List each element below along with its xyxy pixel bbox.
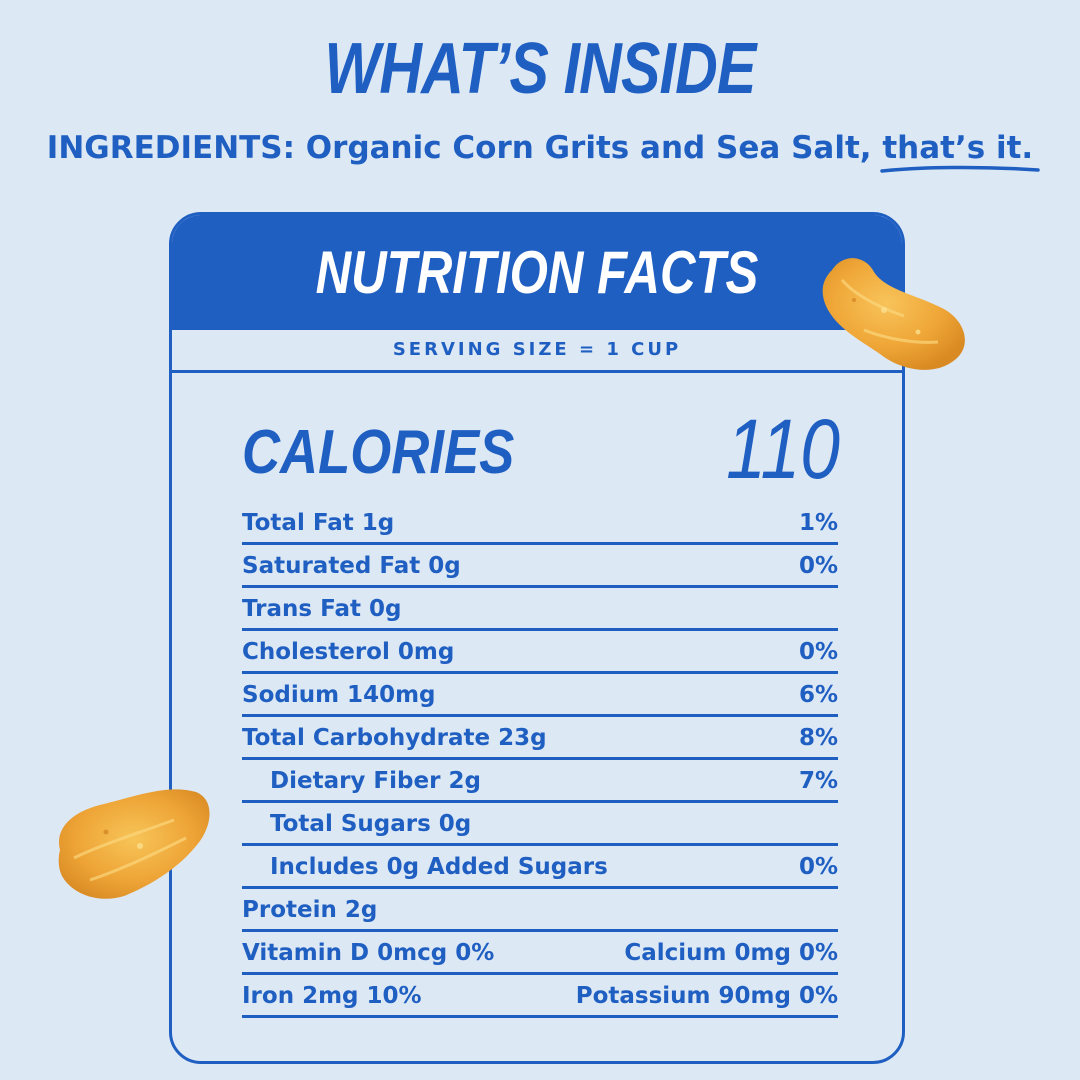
nutrient-daily-value: 7% (798, 768, 838, 794)
nutrient-row-dietary-fiber: Dietary Fiber 2g 7% (242, 760, 838, 803)
nutrient-daily-value: Calcium 0mg 0% (624, 940, 838, 966)
ingredients-emphasis-text: that’s it. (882, 130, 1034, 166)
corn-flake-image (58, 789, 210, 899)
ingredients-text: INGREDIENTS: Organic Corn Grits and Sea … (46, 130, 883, 166)
serving-size: SERVING SIZE = 1 CUP (172, 330, 902, 373)
nutrient-row-trans-fat: Trans Fat 0g (242, 588, 838, 631)
nutrient-row-total-carbohydrate: Total Carbohydrate 23g 8% (242, 717, 838, 760)
nutrient-daily-value: 6% (798, 682, 838, 708)
nutrient-name: Includes 0g Added Sugars (270, 854, 608, 880)
nutrient-name: Total Fat 1g (242, 510, 395, 536)
nutrient-name: Dietary Fiber 2g (270, 768, 481, 794)
calories-value: 110 (726, 402, 840, 496)
nutrition-facts-title: NUTRITION FACTS (315, 239, 759, 306)
nutrient-name: Trans Fat 0g (242, 596, 402, 622)
nutrient-row-sodium: Sodium 140mg 6% (242, 674, 838, 717)
nutrient-row-total-fat: Total Fat 1g 1% (242, 502, 838, 545)
nutrient-name: Saturated Fat 0g (242, 553, 461, 579)
nutrient-row-iron-potassium: Iron 2mg 10% Potassium 90mg 0% (242, 975, 838, 1018)
nutrient-name: Total Carbohydrate 23g (242, 725, 547, 751)
nutrition-facts-header: NUTRITION FACTS (172, 215, 902, 330)
nutrient-name: Sodium 140mg (242, 682, 436, 708)
calories-row: CALORIES 110 (242, 402, 840, 496)
nutrient-row-protein: Protein 2g (242, 889, 838, 932)
ingredients-statement: INGREDIENTS: Organic Corn Grits and Sea … (0, 130, 1080, 173)
nutrient-row-vitamin-d-calcium: Vitamin D 0mcg 0% Calcium 0mg 0% (242, 932, 838, 975)
nutrition-facts-label: NUTRITION FACTS SERVING SIZE = 1 CUP CAL… (169, 212, 905, 1064)
ingredients-emphasis: that’s it. (880, 130, 1041, 173)
nutrient-row-cholesterol: Cholesterol 0mg 0% (242, 631, 838, 674)
nutrient-daily-value: 8% (798, 725, 838, 751)
page-headline: WHAT’S INSIDE (324, 29, 756, 109)
corn-flake-image (822, 258, 965, 370)
nutrient-daily-value: 0% (798, 639, 838, 665)
nutrient-name: Iron 2mg 10% (242, 983, 422, 1009)
nutrient-row-total-sugars: Total Sugars 0g (242, 803, 838, 846)
hand-underline-icon (880, 165, 1041, 173)
nutrient-name: Vitamin D 0mcg 0% (242, 940, 495, 966)
nutrient-daily-value: 0% (798, 854, 838, 880)
nutrient-daily-value: Potassium 90mg 0% (575, 983, 838, 1009)
calories-label: CALORIES (242, 418, 515, 487)
nutrient-daily-value: 0% (798, 553, 838, 579)
nutrient-row-saturated-fat: Saturated Fat 0g 0% (242, 545, 838, 588)
nutrient-name: Cholesterol 0mg (242, 639, 455, 665)
nutrient-row-added-sugars: Includes 0g Added Sugars 0% (242, 846, 838, 889)
nutrient-list: Total Fat 1g 1% Saturated Fat 0g 0% Trans … (242, 502, 838, 1018)
nutrient-name: Protein 2g (242, 897, 378, 923)
nutrient-daily-value: 1% (798, 510, 838, 536)
nutrient-name: Total Sugars 0g (270, 811, 472, 837)
